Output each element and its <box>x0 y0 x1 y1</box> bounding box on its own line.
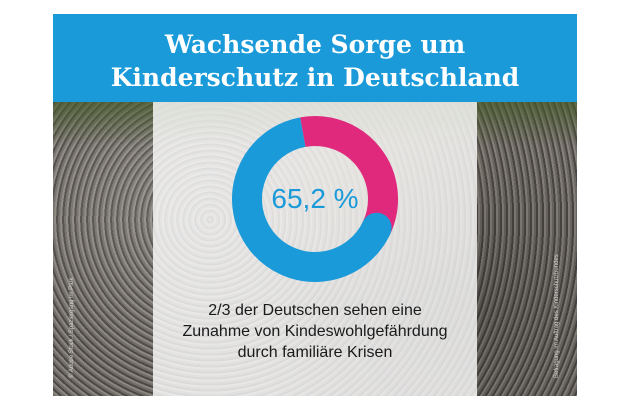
photo-credit-left: © Adobe Stock / Spaziergang im Park <box>69 277 75 378</box>
title-banner: Wachsende Sorge um Kinderschutz in Deuts… <box>53 14 577 102</box>
chart-caption: 2/3 der Deutschen sehen eine Zunahme von… <box>153 300 477 363</box>
photo-credit-right: Befragung im Auftrag des Kinderschutzbun… <box>554 254 560 378</box>
caption-line-1: 2/3 der Deutschen sehen eine <box>208 302 422 319</box>
caption-line-2: Zunahme von Kindeswohlgefährdung <box>182 323 448 340</box>
content-panel: 65,2 % 2/3 der Deutschen sehen eine Zuna… <box>153 102 477 396</box>
donut-cap <box>361 212 392 243</box>
caption-line-3: durch familiäre Krisen <box>237 344 393 361</box>
donut-slice-magenta <box>300 116 398 235</box>
background-photo: 65,2 % 2/3 der Deutschen sehen eine Zuna… <box>53 102 577 396</box>
chart-title: Wachsende Sorge um Kinderschutz in Deuts… <box>53 28 577 94</box>
donut-slice-blue <box>232 117 391 282</box>
infographic-card: Wachsende Sorge um Kinderschutz in Deuts… <box>53 14 577 396</box>
title-line-2: Kinderschutz in Deutschland <box>110 63 520 92</box>
donut-value-label: 65,2 % <box>271 183 359 214</box>
title-line-1: Wachsende Sorge um <box>164 30 466 59</box>
donut-chart <box>232 116 398 282</box>
